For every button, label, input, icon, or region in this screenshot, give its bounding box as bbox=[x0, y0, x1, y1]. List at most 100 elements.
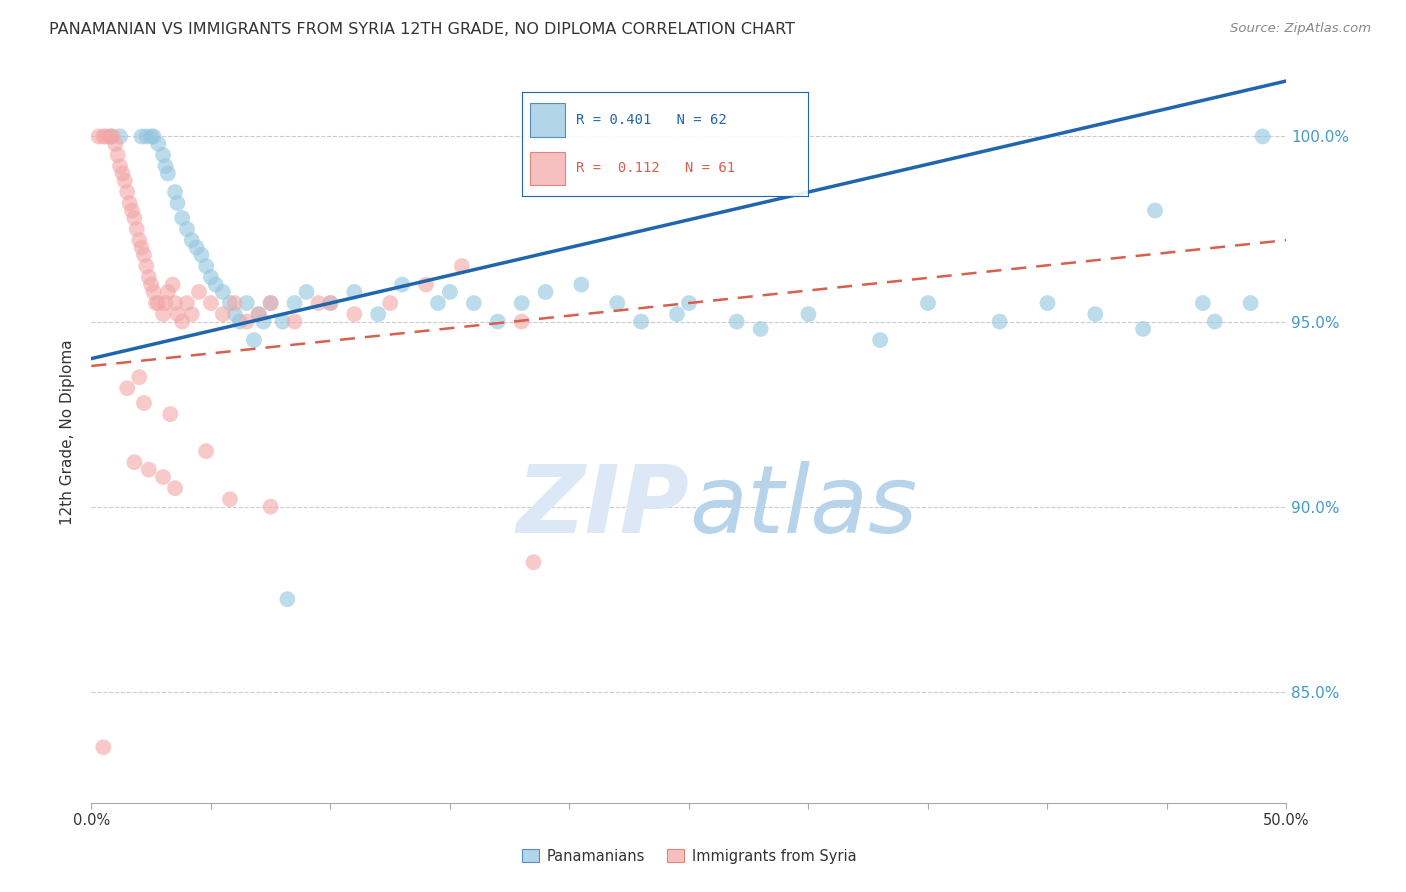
Point bbox=[114, 174, 136, 188]
Point bbox=[343, 307, 366, 321]
Point bbox=[252, 315, 274, 329]
Point bbox=[156, 285, 179, 299]
Point bbox=[141, 277, 162, 292]
Point bbox=[797, 307, 820, 321]
Point bbox=[1204, 315, 1226, 329]
Point bbox=[200, 270, 222, 285]
Point bbox=[219, 492, 242, 507]
Point bbox=[94, 129, 117, 144]
Point bbox=[121, 203, 143, 218]
Point bbox=[486, 315, 509, 329]
Point bbox=[163, 185, 186, 199]
Point bbox=[725, 315, 748, 329]
Point bbox=[869, 333, 891, 347]
Point bbox=[678, 296, 700, 310]
Point bbox=[155, 296, 177, 310]
Point bbox=[283, 296, 307, 310]
Point bbox=[125, 222, 148, 236]
Point bbox=[142, 285, 165, 299]
Point bbox=[132, 248, 155, 262]
Point bbox=[135, 129, 157, 144]
Point bbox=[343, 285, 366, 299]
Point bbox=[463, 296, 485, 310]
Point bbox=[163, 296, 186, 310]
Point bbox=[450, 259, 472, 273]
Point bbox=[128, 233, 150, 247]
Legend: Panamanians, Immigrants from Syria: Panamanians, Immigrants from Syria bbox=[516, 843, 862, 870]
Point bbox=[1036, 296, 1059, 310]
Text: PANAMANIAN VS IMMIGRANTS FROM SYRIA 12TH GRADE, NO DIPLOMA CORRELATION CHART: PANAMANIAN VS IMMIGRANTS FROM SYRIA 12TH… bbox=[49, 22, 796, 37]
Point bbox=[219, 296, 242, 310]
Point bbox=[630, 315, 652, 329]
Point bbox=[115, 185, 138, 199]
Point bbox=[163, 481, 186, 495]
Point bbox=[259, 500, 281, 514]
Point bbox=[118, 196, 141, 211]
Point bbox=[271, 315, 294, 329]
Point bbox=[211, 285, 233, 299]
Text: ZIP: ZIP bbox=[516, 460, 689, 553]
Point bbox=[666, 307, 689, 321]
Point bbox=[195, 259, 218, 273]
Point bbox=[439, 285, 461, 299]
Point bbox=[132, 396, 155, 410]
Point bbox=[162, 277, 184, 292]
Point bbox=[319, 296, 342, 310]
Y-axis label: 12th Grade, No Diploma: 12th Grade, No Diploma bbox=[60, 340, 76, 525]
Point bbox=[176, 296, 198, 310]
Point bbox=[108, 159, 131, 173]
Point bbox=[155, 159, 177, 173]
Point bbox=[224, 296, 246, 310]
Point bbox=[186, 241, 208, 255]
Point bbox=[156, 167, 179, 181]
Point bbox=[510, 296, 533, 310]
Point bbox=[104, 136, 127, 151]
Point bbox=[138, 270, 160, 285]
Point bbox=[111, 167, 134, 181]
Point bbox=[276, 592, 298, 607]
Text: Source: ZipAtlas.com: Source: ZipAtlas.com bbox=[1230, 22, 1371, 36]
Point bbox=[243, 333, 266, 347]
Point bbox=[426, 296, 449, 310]
Point bbox=[534, 285, 557, 299]
Point bbox=[367, 307, 389, 321]
Point bbox=[100, 129, 122, 144]
Point bbox=[378, 296, 402, 310]
Point bbox=[131, 129, 153, 144]
Point bbox=[176, 222, 198, 236]
Point bbox=[247, 307, 270, 321]
Point bbox=[166, 196, 188, 211]
Point bbox=[749, 322, 772, 336]
Point bbox=[172, 211, 194, 225]
Point bbox=[259, 296, 281, 310]
Point bbox=[228, 315, 250, 329]
Point bbox=[187, 285, 211, 299]
Point bbox=[319, 296, 342, 310]
Point bbox=[100, 129, 122, 144]
Point bbox=[101, 129, 124, 144]
Point bbox=[917, 296, 939, 310]
Point bbox=[128, 370, 150, 384]
Point bbox=[1251, 129, 1274, 144]
Point bbox=[152, 470, 174, 484]
Point bbox=[124, 455, 146, 469]
Point bbox=[510, 315, 533, 329]
Point bbox=[138, 463, 160, 477]
Point bbox=[190, 248, 212, 262]
Point bbox=[148, 136, 170, 151]
Point bbox=[224, 307, 246, 321]
Point bbox=[141, 129, 162, 144]
Point bbox=[135, 259, 157, 273]
Point bbox=[180, 233, 202, 247]
Point bbox=[131, 241, 153, 255]
Point bbox=[87, 129, 110, 144]
Point bbox=[145, 296, 167, 310]
Point bbox=[606, 296, 628, 310]
Point bbox=[108, 129, 131, 144]
Point bbox=[195, 444, 218, 458]
Point bbox=[988, 315, 1011, 329]
Point bbox=[235, 315, 259, 329]
Point bbox=[148, 296, 170, 310]
Point bbox=[1084, 307, 1107, 321]
Point bbox=[1240, 296, 1263, 310]
